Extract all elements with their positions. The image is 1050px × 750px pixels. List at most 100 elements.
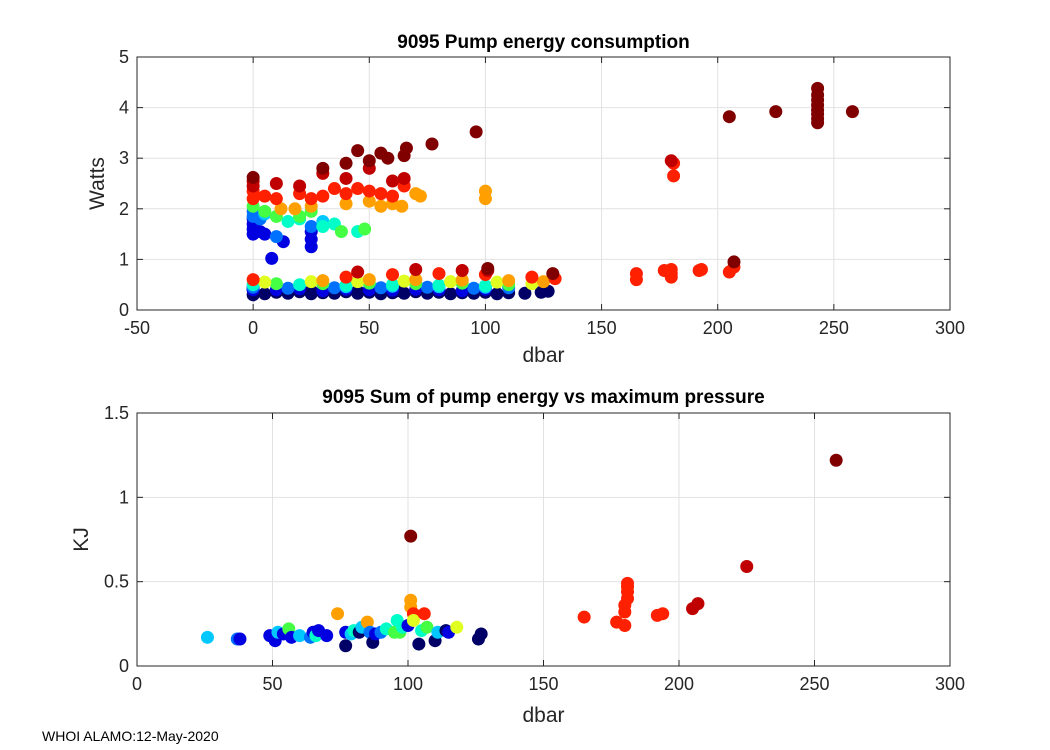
y-tick-label: 0.5 [104, 572, 129, 592]
data-point [656, 607, 670, 621]
data-point [386, 189, 400, 203]
data-point [618, 619, 632, 633]
x-axis-label: dbar [522, 344, 564, 367]
data-point [417, 607, 431, 621]
chart-title: 9095 Pump energy consumption [397, 32, 689, 53]
axes-box [136, 56, 951, 311]
data-point [444, 275, 458, 289]
data-point [420, 620, 434, 634]
x-tick-label: 100 [393, 674, 423, 694]
data-point [397, 274, 411, 288]
data-point [490, 287, 504, 301]
y-tick-label: 1.5 [104, 403, 129, 423]
data-point [374, 281, 388, 295]
data-point [269, 192, 283, 206]
data-point [664, 154, 678, 168]
data-point [304, 220, 318, 234]
data-point [258, 275, 272, 289]
data-point [397, 171, 411, 185]
data-point [412, 637, 426, 651]
data-point [541, 284, 555, 298]
data-point [304, 192, 318, 206]
data-point [304, 275, 318, 289]
data-point [339, 639, 353, 653]
data-point [304, 240, 318, 254]
data-point [525, 270, 539, 284]
x-tick-label: 0 [248, 318, 258, 338]
x-tick-label: 300 [935, 674, 965, 694]
data-point [362, 184, 376, 198]
energy-sum-axes: 0 50 100 150 200 250 300 0 0.5 1 1.5 9095 Sum of p… [70, 387, 965, 727]
x-tick-label: 200 [703, 318, 733, 338]
data-point [432, 278, 446, 292]
data-point [281, 214, 295, 228]
y-tick-label: 1 [119, 487, 129, 507]
x-tick-label: 100 [470, 318, 500, 338]
data-point [537, 275, 550, 289]
data-point [381, 151, 395, 165]
x-tick-label: 0 [132, 674, 142, 694]
data-point [432, 267, 446, 281]
data-point [200, 630, 214, 644]
data-point [406, 613, 420, 627]
data-point [269, 177, 283, 190]
data-points [246, 81, 859, 302]
data-point [339, 156, 353, 170]
data-point [360, 615, 374, 629]
data-point [339, 187, 353, 201]
data-point [258, 204, 272, 218]
data-point [258, 227, 272, 241]
data-point [490, 275, 504, 289]
x-tick-label: 250 [799, 674, 829, 694]
data-point [269, 230, 283, 244]
chart-title: 9095 Sum of pump energy vs maximum press… [322, 387, 764, 408]
data-point [829, 453, 843, 467]
y-tick-label: 4 [119, 98, 129, 118]
data-point [769, 105, 783, 119]
data-point [258, 189, 272, 203]
data-point [474, 627, 488, 641]
data-point [481, 262, 495, 276]
data-point [386, 278, 400, 292]
x-tick-label: 50 [359, 318, 379, 338]
data-point [316, 220, 330, 234]
data-point [351, 284, 365, 298]
data-points [200, 453, 843, 653]
data-point [316, 161, 330, 175]
data-point [351, 265, 365, 279]
data-point [667, 169, 681, 183]
data-point [374, 199, 388, 213]
x-axis-label: dbar [522, 704, 564, 727]
data-point [664, 263, 678, 277]
data-point [629, 267, 643, 281]
data-point [351, 275, 365, 289]
data-point [316, 189, 330, 203]
data-point [450, 620, 464, 634]
data-point [621, 576, 635, 590]
data-point [362, 273, 376, 287]
data-point [339, 171, 353, 185]
x-tick-label: 150 [587, 318, 617, 338]
data-point [233, 632, 247, 646]
y-tick-label: 5 [119, 47, 129, 67]
x-tick-label: 200 [664, 674, 694, 694]
data-point [386, 174, 400, 188]
y-tick-label: 1 [119, 249, 129, 269]
data-point [413, 189, 427, 203]
y-axis-label: Watts [86, 157, 109, 210]
x-tick-label: -50 [124, 318, 150, 338]
data-point [455, 264, 469, 278]
data-point [362, 194, 376, 208]
data-point [281, 281, 295, 295]
data-point [327, 182, 341, 196]
data-point [455, 273, 469, 287]
data-point [691, 597, 705, 611]
data-point [469, 125, 483, 139]
data-point [339, 197, 353, 211]
data-point [577, 610, 591, 624]
data-point [293, 629, 307, 643]
x-tick-label: 300 [935, 318, 965, 338]
